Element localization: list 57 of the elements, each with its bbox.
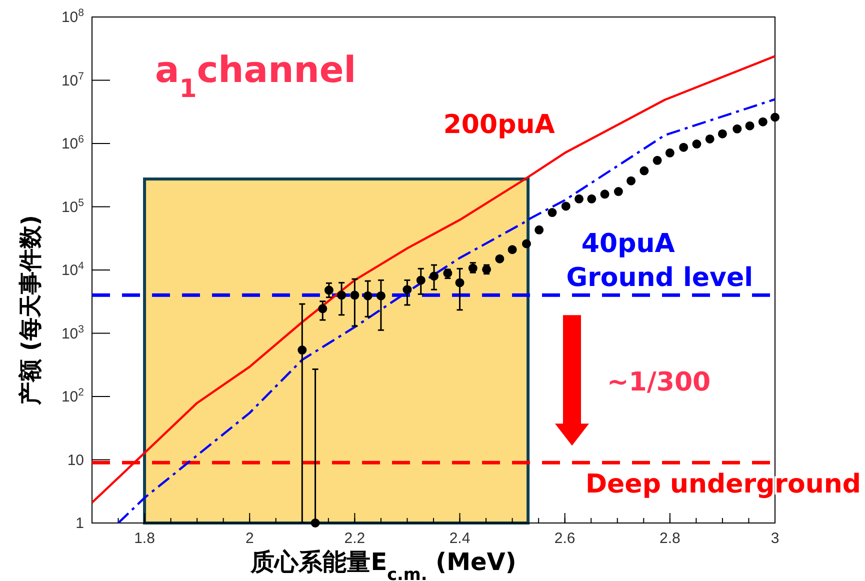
point <box>363 291 372 300</box>
x-tick-label: 2.8 <box>659 530 680 547</box>
point <box>665 148 674 158</box>
series-label: 200puA <box>443 110 555 140</box>
x-tick-label: 1.8 <box>134 530 155 547</box>
point <box>561 202 570 211</box>
point <box>548 208 557 218</box>
point <box>324 286 334 295</box>
y-axis-title: 产额 (每天事件数) <box>18 214 44 406</box>
point <box>652 156 662 165</box>
point <box>455 278 464 288</box>
point <box>770 112 780 122</box>
point <box>745 121 754 130</box>
point <box>522 239 531 248</box>
point <box>732 124 742 134</box>
point <box>430 272 439 281</box>
y-tick-label: 1 <box>76 515 84 532</box>
point <box>600 190 610 199</box>
ref-line-label: Ground level <box>566 263 753 294</box>
point <box>718 129 727 138</box>
point <box>508 245 517 254</box>
point <box>310 518 320 528</box>
x-tick-label: 2.4 <box>449 530 470 547</box>
y-tick-label: 10$^{4}$ <box>61 260 84 279</box>
point <box>495 254 504 264</box>
point <box>692 140 702 149</box>
point <box>416 276 426 285</box>
series-label: 40puA <box>581 229 675 260</box>
point <box>679 142 688 152</box>
point <box>376 291 386 300</box>
point <box>587 194 596 204</box>
y-tick-label: 10$^{3}$ <box>61 323 84 342</box>
y-tick-label: 10$^{8}$ <box>61 7 84 26</box>
point <box>534 225 544 234</box>
point <box>705 134 714 144</box>
point <box>350 290 360 300</box>
point <box>574 194 584 204</box>
y-tick-label: 10 <box>67 452 84 469</box>
x-tick-label: 2.2 <box>344 530 366 547</box>
point <box>614 187 623 196</box>
x-tick-label: 2 <box>245 530 254 547</box>
y-tick-label: 10$^{5}$ <box>61 196 84 216</box>
point <box>298 346 307 355</box>
x-axis-title: 质心系能量E$_{c.m.}$ (MeV) <box>250 548 516 581</box>
point <box>626 176 636 186</box>
x-tick-label: 3 <box>770 530 780 547</box>
y-tick-label: 10$^{7}$ <box>61 70 84 90</box>
point <box>318 304 328 314</box>
point <box>640 166 649 176</box>
y-tick-label: 10$^{2}$ <box>61 386 84 406</box>
point <box>402 285 412 294</box>
point <box>758 117 768 126</box>
y-tick-label: 10$^{6}$ <box>61 134 84 152</box>
annotation: ~1/300 <box>607 367 711 398</box>
point <box>337 290 346 300</box>
annotation: a$_{1}$channel <box>155 50 356 102</box>
x-tick-label: 2.6 <box>554 530 576 547</box>
